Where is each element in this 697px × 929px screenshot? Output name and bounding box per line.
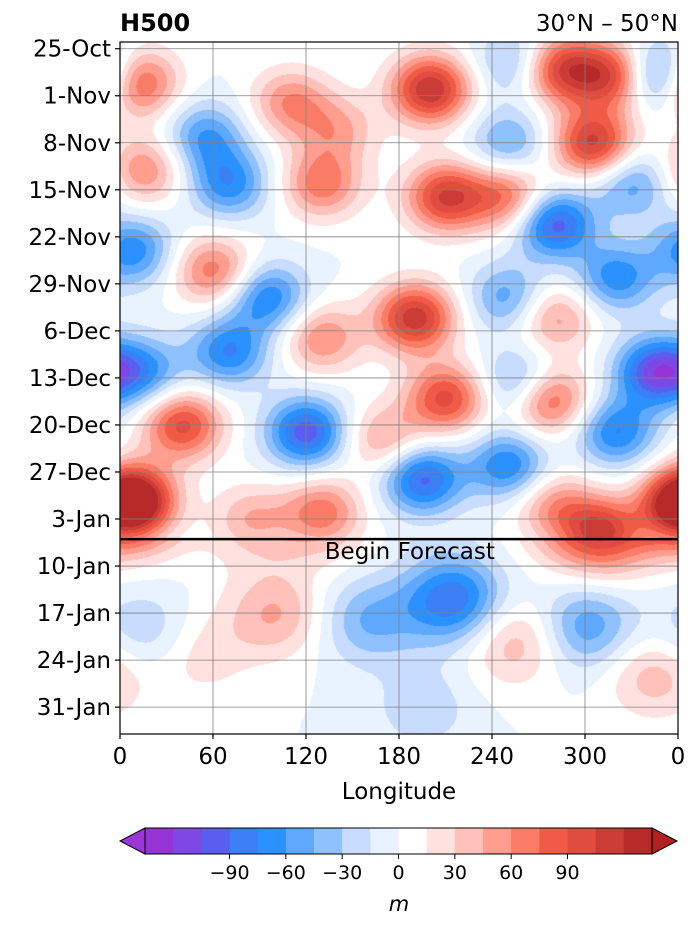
colorbar-swatch — [454, 828, 484, 854]
colorbar-swatch — [483, 828, 512, 854]
x-axis: 0 60 120 180 240 300 0 — [113, 734, 686, 770]
colorbar-tick-label: 0 — [392, 862, 404, 884]
x-tick-label: 0 — [113, 744, 128, 770]
chart-subtitle: 30°N – 50°N — [536, 11, 678, 37]
colorbar: −90 −60 −30 0 30 60 90 — [118, 827, 679, 884]
colorbar-swatch — [595, 828, 625, 854]
grid-lines — [119, 42, 679, 734]
y-tick-label: 17-Jan — [37, 601, 111, 627]
colorbar-tick-label: −60 — [266, 862, 306, 884]
x-tick-label: 300 — [563, 744, 607, 770]
y-tick-label: 31-Jan — [37, 695, 111, 721]
plot-area: Begin Forecast — [119, 41, 679, 735]
colorbar-swatch — [370, 828, 399, 854]
y-tick-label: 6-Dec — [44, 319, 111, 345]
colorbar-swatch — [398, 828, 428, 854]
colorbar-swatch — [257, 828, 287, 854]
colorbar-swatch — [511, 828, 540, 854]
x-tick-label: 120 — [284, 744, 328, 770]
y-tick-label: 10-Jan — [37, 554, 111, 580]
colorbar-swatch — [314, 828, 343, 854]
colorbar-swatch — [567, 828, 597, 854]
y-tick-label: 3-Jan — [51, 507, 111, 533]
colorbar-tick-label: −90 — [209, 862, 249, 884]
x-tick-label: 0 — [671, 744, 686, 770]
colorbar-label: m — [389, 892, 409, 916]
begin-forecast-annotation: Begin Forecast — [325, 539, 495, 565]
y-tick-label: 24-Jan — [37, 648, 111, 674]
y-tick-label: 15-Nov — [29, 178, 111, 204]
y-axis: 25-Oct 1-Nov 8-Nov 15-Nov 22-Nov 29-Nov 6-Dec 1… — [29, 37, 120, 721]
y-tick-label: 27-Dec — [29, 460, 111, 486]
x-axis-label: Longitude — [342, 779, 456, 805]
colorbar-swatch — [229, 828, 259, 854]
y-tick-label: 22-Nov — [29, 225, 111, 251]
x-tick-label: 180 — [377, 744, 421, 770]
y-tick-label: 1-Nov — [43, 84, 111, 110]
colorbar-swatch — [539, 828, 568, 854]
chart-title: H500 — [120, 9, 190, 37]
y-tick-label: 25-Oct — [33, 37, 111, 63]
x-tick-label: 60 — [198, 744, 227, 770]
colorbar-swatch — [426, 828, 456, 854]
colorbar-tick-label: 90 — [555, 862, 579, 884]
y-tick-label: 29-Nov — [29, 272, 111, 298]
colorbar-swatch — [342, 828, 371, 854]
colorbar-swatch — [285, 828, 315, 854]
colorbar-over-arrow — [651, 827, 679, 855]
x-tick-label: 240 — [470, 744, 514, 770]
colorbar-tick-label: 30 — [443, 862, 467, 884]
colorbar-swatch — [145, 828, 174, 854]
colorbar-tick-label: 60 — [499, 862, 523, 884]
colorbar-under-arrow — [118, 827, 146, 855]
colorbar-tick-label: −30 — [322, 862, 362, 884]
colorbar-swatch — [201, 828, 230, 854]
colorbar-swatch — [623, 828, 653, 854]
colorbar-swatch — [173, 828, 202, 854]
y-tick-label: 8-Nov — [43, 131, 111, 157]
y-tick-label: 13-Dec — [29, 366, 111, 392]
y-tick-label: 20-Dec — [29, 413, 111, 439]
